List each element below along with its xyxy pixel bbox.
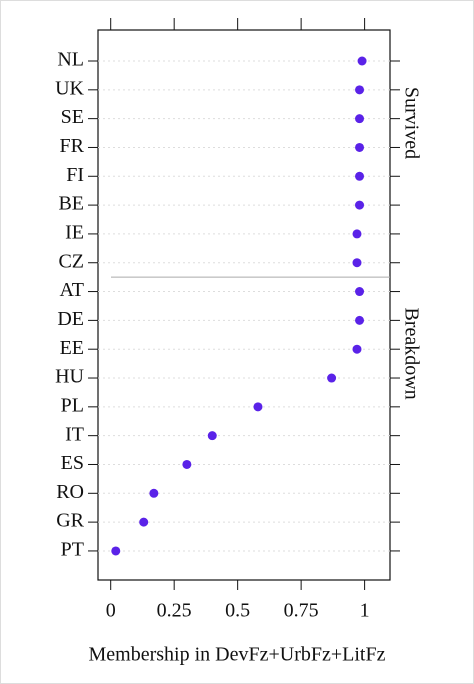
dot [352,258,362,268]
dot [253,402,263,412]
y-tick-label: EE [60,337,84,359]
y-tick-label: FR [60,135,85,157]
group-label: Breakdown [400,307,422,399]
y-tick-label: UK [55,77,84,99]
y-tick-label: ES [61,452,84,474]
y-tick-label: IE [65,222,84,244]
dot [355,171,365,181]
group-label: Survived [400,87,422,159]
y-tick-label: PT [61,539,84,561]
y-tick-label: AT [60,279,84,301]
y-tick-label: DE [57,308,84,330]
y-tick-label: HU [55,366,84,388]
dot [182,459,192,469]
dot [139,517,149,527]
dot [355,287,365,297]
x-tick-label: 0.25 [157,600,192,622]
dot [355,142,365,152]
dot [352,229,362,239]
dot [355,315,365,325]
x-tick-label: 0.5 [225,600,250,622]
dot [352,344,362,354]
y-tick-label: GR [56,510,84,532]
x-tick-label: 0.75 [284,600,319,622]
y-tick-label: PL [61,394,84,416]
dot [327,373,337,383]
y-tick-label: SE [61,106,84,128]
x-tick-label: 1 [360,600,370,622]
dot [207,431,217,441]
y-tick-label: NL [57,49,84,71]
y-tick-label: FI [66,164,84,186]
dot [355,114,365,124]
y-tick-label: BE [58,193,84,215]
dot [111,546,121,556]
dot [355,85,365,95]
y-tick-label: RO [56,481,84,503]
x-tick-label: 0 [106,600,116,622]
dot [149,488,159,498]
dot [355,200,365,210]
y-tick-label: CZ [58,250,84,272]
y-tick-label: IT [65,423,84,445]
plot-box [97,29,391,581]
x-axis-label: Membership in DevFz+UrbFz+LitFz [89,644,386,666]
dot [357,56,367,66]
